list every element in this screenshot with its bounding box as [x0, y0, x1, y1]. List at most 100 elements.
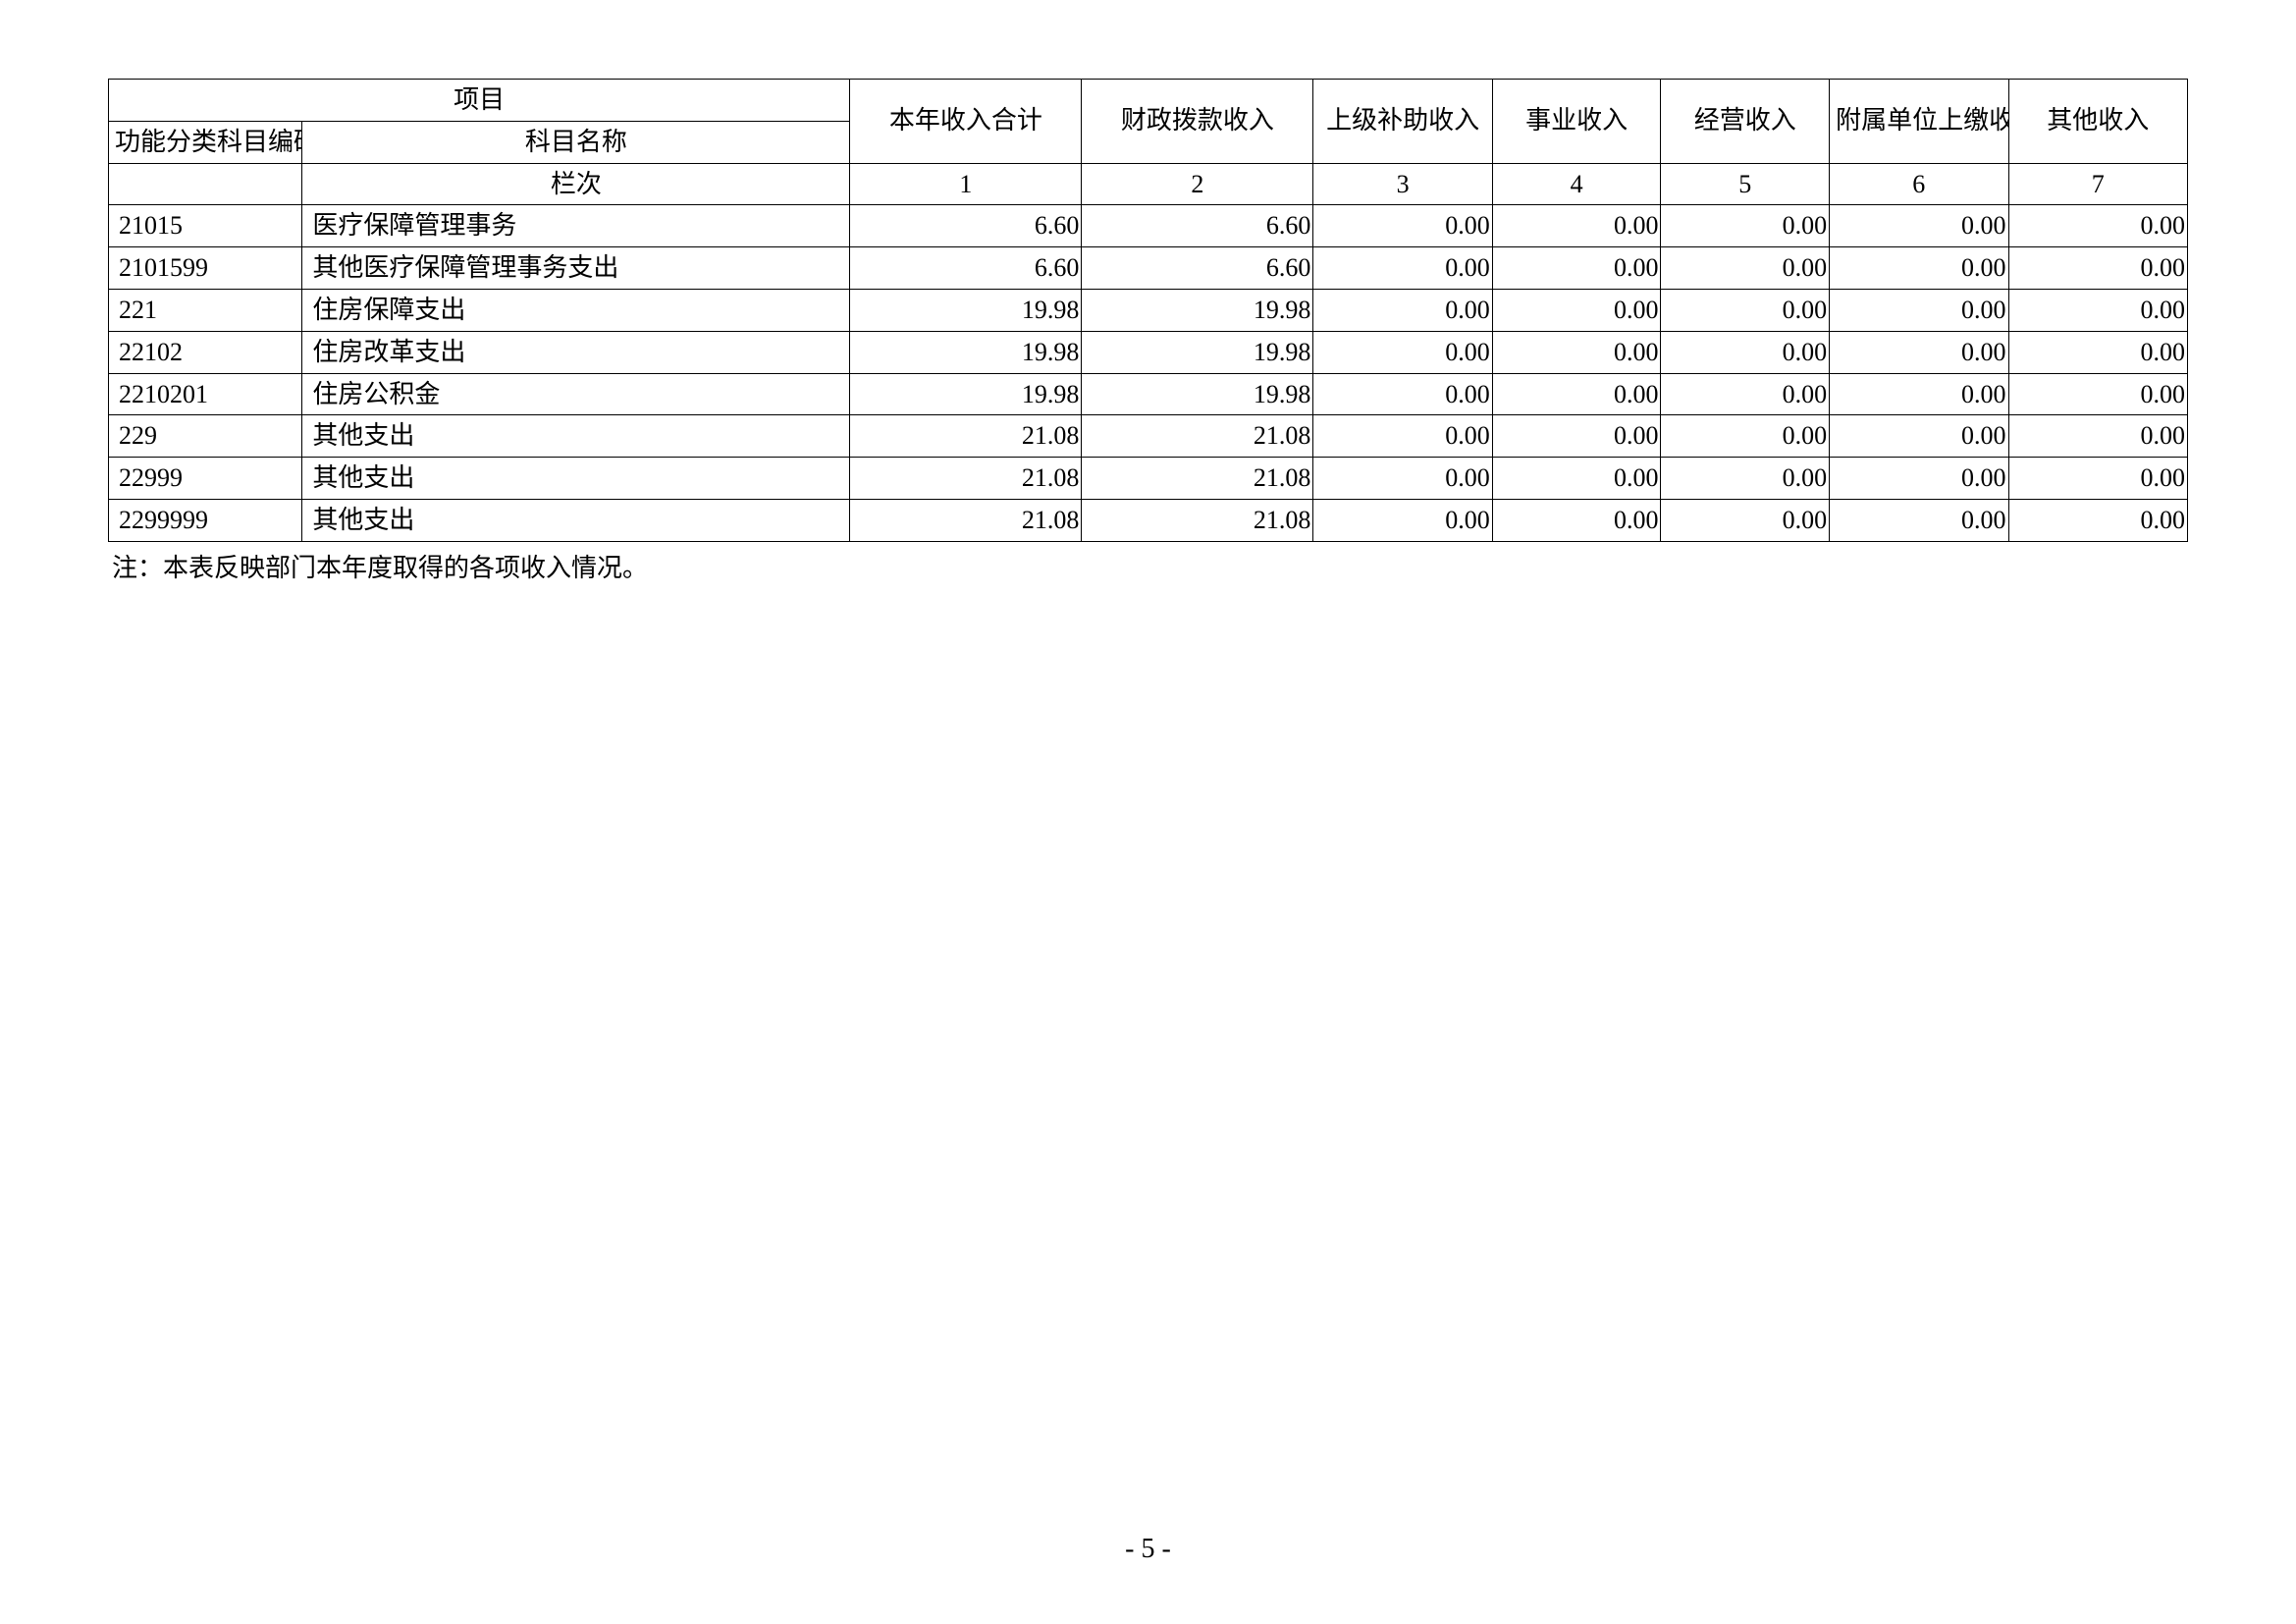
cell-value: 0.00 [1830, 205, 2008, 247]
cell-value: 6.60 [850, 205, 1082, 247]
th-col-3: 上级补助收入 [1313, 80, 1492, 164]
table-body: 栏次 1 2 3 4 5 6 7 21015医疗保障管理事务6.606.600.… [109, 163, 2188, 541]
lanci-2: 2 [1082, 163, 1313, 205]
page-number: - 5 - [0, 1534, 2296, 1565]
table-header: 项目 本年收入合计 财政拨款收入 上级补助收入 事业收入 经营收入 附属单位上缴… [109, 80, 2188, 164]
cell-value: 0.00 [1830, 458, 2008, 500]
cell-value: 0.00 [1313, 205, 1492, 247]
cell-value: 0.00 [2008, 415, 2188, 458]
cell-name: 其他医疗保障管理事务支出 [302, 247, 850, 290]
table-row: 2299999其他支出21.0821.080.000.000.000.000.0… [109, 499, 2188, 541]
cell-value: 6.60 [850, 247, 1082, 290]
lanci-1: 1 [850, 163, 1082, 205]
cell-name: 医疗保障管理事务 [302, 205, 850, 247]
cell-value: 0.00 [1313, 289, 1492, 331]
cell-value: 0.00 [2008, 247, 2188, 290]
cell-name: 住房公积金 [302, 373, 850, 415]
table-row: 22102住房改革支出19.9819.980.000.000.000.000.0… [109, 331, 2188, 373]
cell-value: 0.00 [1661, 205, 1830, 247]
table-row: 21015医疗保障管理事务6.606.600.000.000.000.000.0… [109, 205, 2188, 247]
cell-value: 21.08 [1082, 499, 1313, 541]
cell-value: 0.00 [1492, 415, 1661, 458]
footnote: 注：本表反映部门本年度取得的各项收入情况。 [108, 548, 2188, 584]
cell-value: 21.08 [1082, 415, 1313, 458]
th-col-4: 事业收入 [1492, 80, 1661, 164]
cell-name: 其他支出 [302, 458, 850, 500]
th-col-1: 本年收入合计 [850, 80, 1082, 164]
cell-value: 6.60 [1082, 247, 1313, 290]
cell-value: 0.00 [2008, 373, 2188, 415]
cell-name: 其他支出 [302, 499, 850, 541]
cell-value: 0.00 [1492, 458, 1661, 500]
cell-value: 0.00 [1661, 247, 1830, 290]
cell-code: 221 [109, 289, 302, 331]
income-table: 项目 本年收入合计 财政拨款收入 上级补助收入 事业收入 经营收入 附属单位上缴… [108, 79, 2188, 542]
lanci-blank [109, 163, 302, 205]
lanci-7: 7 [2008, 163, 2188, 205]
cell-value: 0.00 [1313, 458, 1492, 500]
cell-value: 0.00 [1313, 247, 1492, 290]
lanci-6: 6 [1830, 163, 2008, 205]
lanci-label: 栏次 [302, 163, 850, 205]
cell-value: 0.00 [1661, 289, 1830, 331]
th-col-5: 经营收入 [1661, 80, 1830, 164]
cell-code: 2101599 [109, 247, 302, 290]
cell-value: 21.08 [850, 499, 1082, 541]
cell-value: 0.00 [1313, 415, 1492, 458]
table-row: 221住房保障支出19.9819.980.000.000.000.000.00 [109, 289, 2188, 331]
cell-value: 19.98 [1082, 289, 1313, 331]
table-row: 2101599其他医疗保障管理事务支出6.606.600.000.000.000… [109, 247, 2188, 290]
lanci-3: 3 [1313, 163, 1492, 205]
th-col-6: 附属单位上缴收入 [1830, 80, 2008, 164]
table-row: 229其他支出21.0821.080.000.000.000.000.00 [109, 415, 2188, 458]
cell-code: 22999 [109, 458, 302, 500]
th-code: 功能分类科目编码 [109, 121, 302, 163]
cell-value: 0.00 [1492, 289, 1661, 331]
th-name: 科目名称 [302, 121, 850, 163]
cell-value: 0.00 [2008, 205, 2188, 247]
cell-value: 0.00 [1830, 415, 2008, 458]
cell-value: 0.00 [1313, 499, 1492, 541]
cell-value: 19.98 [850, 373, 1082, 415]
cell-value: 0.00 [1492, 331, 1661, 373]
cell-value: 0.00 [1661, 415, 1830, 458]
cell-value: 6.60 [1082, 205, 1313, 247]
th-col-7: 其他收入 [2008, 80, 2188, 164]
cell-value: 0.00 [1661, 373, 1830, 415]
cell-value: 19.98 [850, 331, 1082, 373]
table-row: 2210201住房公积金19.9819.980.000.000.000.000.… [109, 373, 2188, 415]
cell-code: 2210201 [109, 373, 302, 415]
cell-value: 0.00 [1830, 331, 2008, 373]
cell-value: 0.00 [1661, 331, 1830, 373]
cell-value: 0.00 [1313, 373, 1492, 415]
cell-value: 0.00 [1492, 205, 1661, 247]
cell-value: 0.00 [1830, 373, 2008, 415]
cell-value: 0.00 [2008, 499, 2188, 541]
cell-code: 2299999 [109, 499, 302, 541]
th-col-2: 财政拨款收入 [1082, 80, 1313, 164]
cell-value: 0.00 [1661, 458, 1830, 500]
cell-value: 21.08 [1082, 458, 1313, 500]
cell-code: 22102 [109, 331, 302, 373]
page-container: 项目 本年收入合计 财政拨款收入 上级补助收入 事业收入 经营收入 附属单位上缴… [0, 0, 2296, 1624]
lanci-row: 栏次 1 2 3 4 5 6 7 [109, 163, 2188, 205]
cell-value: 0.00 [2008, 458, 2188, 500]
cell-value: 0.00 [1830, 247, 2008, 290]
cell-value: 0.00 [1661, 499, 1830, 541]
cell-name: 住房保障支出 [302, 289, 850, 331]
cell-code: 21015 [109, 205, 302, 247]
cell-value: 19.98 [1082, 331, 1313, 373]
cell-name: 其他支出 [302, 415, 850, 458]
cell-value: 0.00 [1830, 289, 2008, 331]
cell-value: 0.00 [1313, 331, 1492, 373]
table-row: 22999其他支出21.0821.080.000.000.000.000.00 [109, 458, 2188, 500]
cell-code: 229 [109, 415, 302, 458]
cell-value: 21.08 [850, 415, 1082, 458]
cell-value: 0.00 [2008, 289, 2188, 331]
cell-value: 0.00 [1492, 247, 1661, 290]
cell-value: 0.00 [1830, 499, 2008, 541]
cell-value: 0.00 [1492, 373, 1661, 415]
th-project: 项目 [109, 80, 850, 122]
lanci-5: 5 [1661, 163, 1830, 205]
cell-value: 0.00 [2008, 331, 2188, 373]
